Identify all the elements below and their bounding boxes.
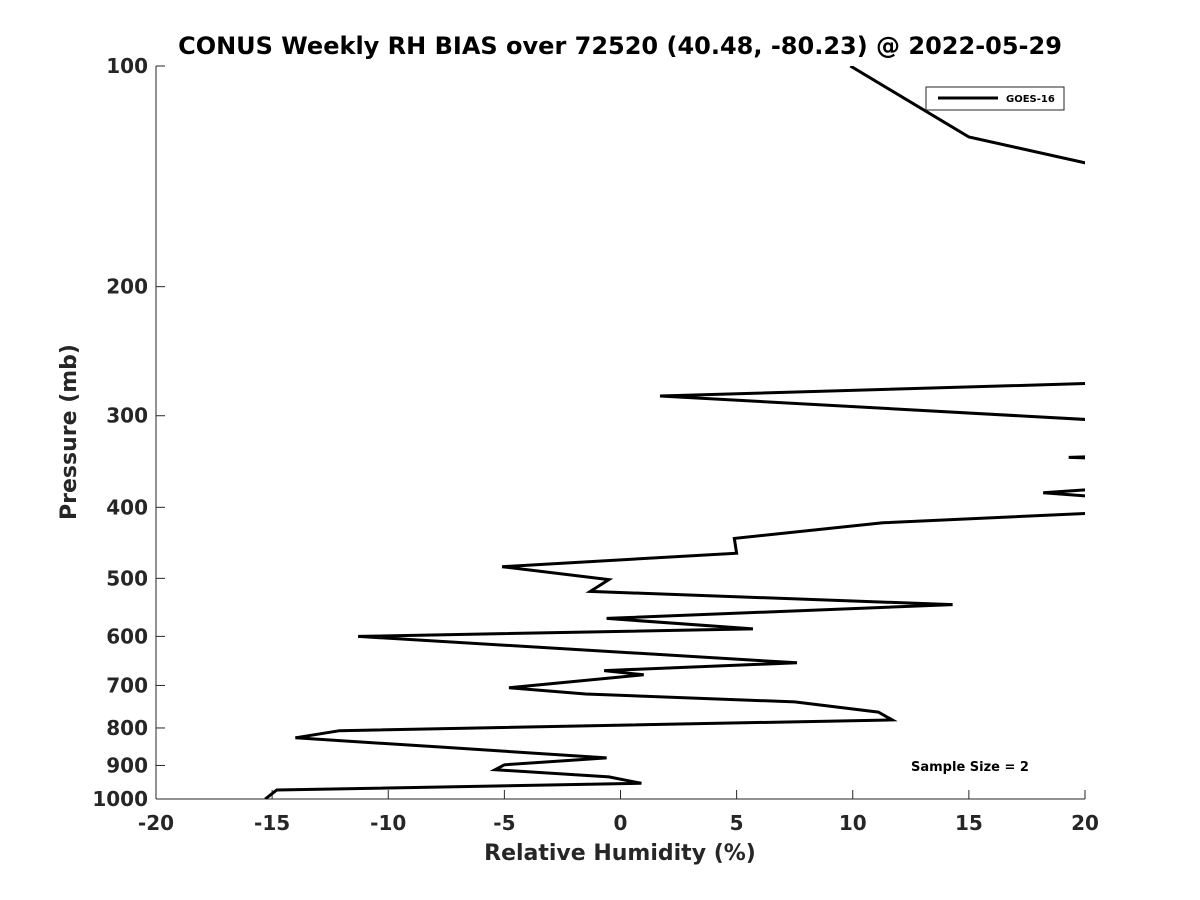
x-tick-label: -10 xyxy=(370,811,406,835)
y-tick-label: 600 xyxy=(106,624,148,648)
series-line-goes-16 xyxy=(1043,488,1085,498)
x-tick-label: -5 xyxy=(493,811,515,835)
series-line-goes-16 xyxy=(849,66,1085,165)
y-tick-label: 800 xyxy=(106,716,148,740)
series-line-goes-16 xyxy=(264,511,1085,799)
y-tick-label: 100 xyxy=(106,54,148,78)
x-tick-label: -20 xyxy=(138,811,174,835)
x-tick-label: 0 xyxy=(614,811,628,835)
series-line-goes-16 xyxy=(659,382,1085,421)
y-tick-label: 200 xyxy=(106,275,148,299)
y-axis-label: Pressure (mb) xyxy=(57,344,82,520)
y-tick-label: 500 xyxy=(106,566,148,590)
x-axis-label: Relative Humidity (%) xyxy=(484,841,756,866)
chart-title: CONUS Weekly RH BIAS over 72520 (40.48, … xyxy=(178,32,1062,60)
series-line-goes-16 xyxy=(1068,455,1085,460)
y-ticks: 100 200 300 400 500 600 700 800 900 1000 xyxy=(92,54,165,811)
x-tick-label: 15 xyxy=(955,811,983,835)
y-tick-label: 900 xyxy=(106,753,148,777)
x-tick-label: 5 xyxy=(730,811,744,835)
legend-label-goes-16: GOES-16 xyxy=(1006,94,1055,105)
y-tick-label: 700 xyxy=(106,673,148,697)
series-layer xyxy=(264,66,1085,799)
x-tick-label: -15 xyxy=(254,811,290,835)
x-tick-label: 10 xyxy=(839,811,867,835)
y-tick-label: 400 xyxy=(106,495,148,519)
sample-size-annotation: Sample Size = 2 xyxy=(911,760,1029,775)
x-ticks: -20 -15 -10 -5 0 5 10 15 20 xyxy=(138,790,1099,835)
y-tick-label: 1000 xyxy=(92,787,148,811)
y-tick-label: 300 xyxy=(106,404,148,428)
x-tick-label: 20 xyxy=(1071,811,1099,835)
plot-area xyxy=(155,66,1085,800)
legend: GOES-16 xyxy=(925,86,1065,111)
